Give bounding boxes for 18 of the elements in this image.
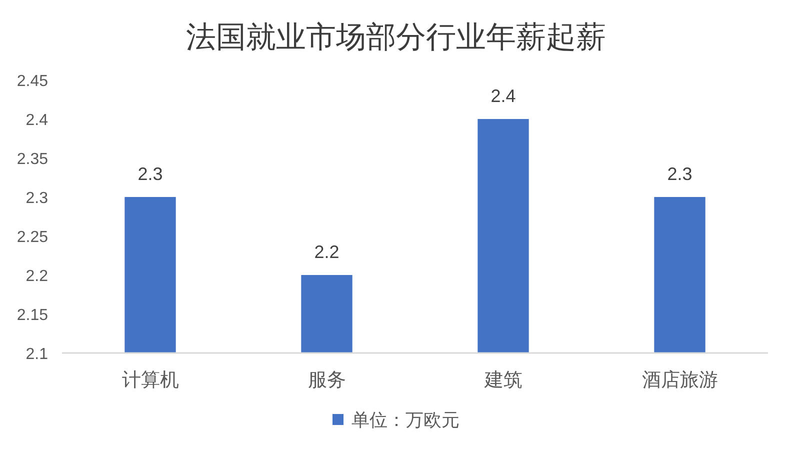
y-tick-label: 2.3 <box>26 190 48 207</box>
legend-label: 单位：万欧元 <box>352 410 460 430</box>
data-label: 2.3 <box>138 164 163 184</box>
y-tick-label: 2.45 <box>16 73 48 90</box>
y-tick-label: 2.25 <box>16 229 48 246</box>
y-tick-label: 2.1 <box>26 346 48 363</box>
y-tick-label: 2.15 <box>16 307 48 324</box>
x-tick-label: 酒店旅游 <box>642 370 718 391</box>
x-tick-label: 计算机 <box>122 370 179 391</box>
x-tick-label: 服务 <box>308 370 346 391</box>
data-label: 2.2 <box>314 242 340 262</box>
y-tick-label: 2.2 <box>26 268 48 285</box>
y-tick-label: 2.4 <box>26 112 48 129</box>
x-tick-label: 建筑 <box>484 370 522 391</box>
data-label: 2.4 <box>490 86 516 106</box>
data-label: 2.3 <box>667 164 692 184</box>
title: 法国就业市场部分行业年薪起薪 <box>186 21 606 54</box>
y-tick-label: 2.35 <box>16 151 48 168</box>
